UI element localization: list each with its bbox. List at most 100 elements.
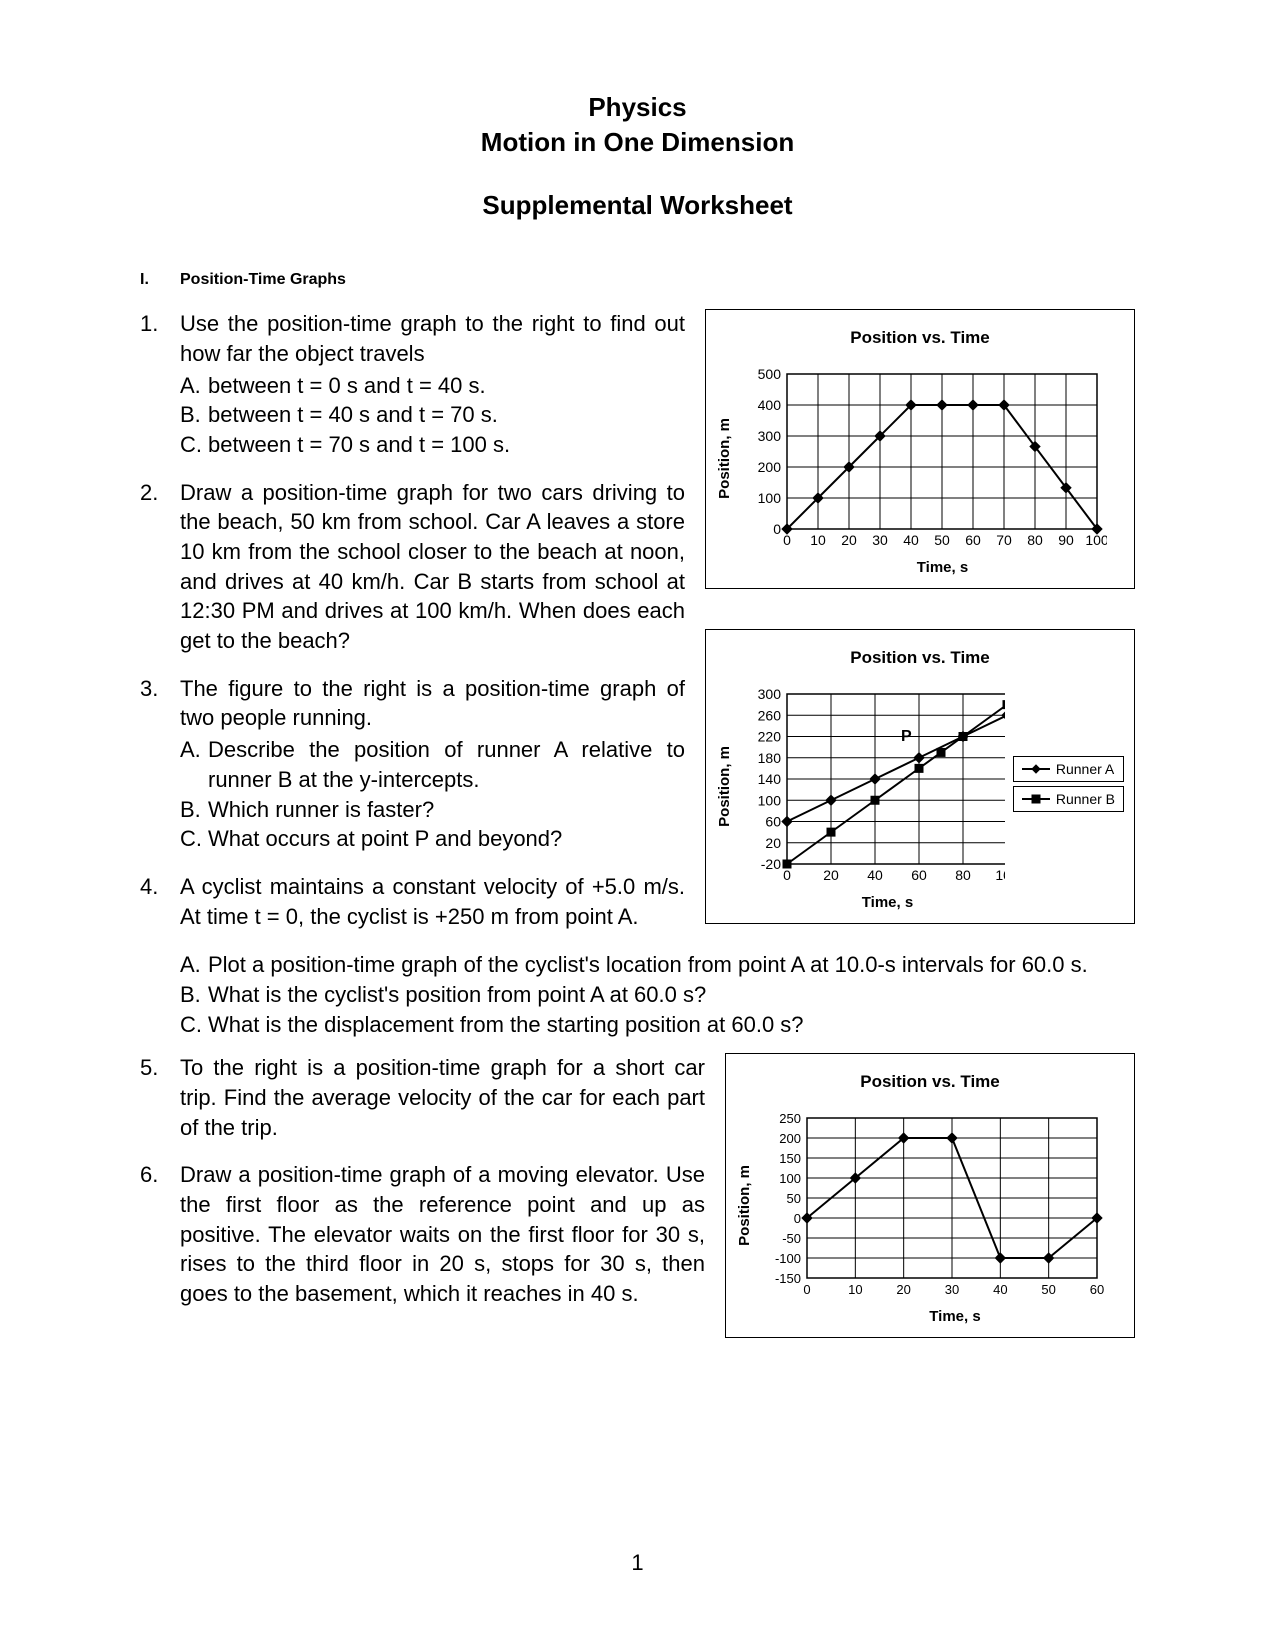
left-column-2: 5. To the right is a position-time graph… xyxy=(140,1053,705,1378)
svg-text:40: 40 xyxy=(867,867,883,883)
svg-text:-150: -150 xyxy=(775,1271,801,1286)
sub-text: Plot a position-time graph of the cyclis… xyxy=(208,950,1135,980)
svg-text:20: 20 xyxy=(765,835,781,851)
problem-6: 6. Draw a position-time graph of a movin… xyxy=(140,1160,705,1308)
chart-1-svg: 01020304050607080901000100200300400500 xyxy=(739,366,1107,551)
sub-letter: B. xyxy=(180,400,208,430)
svg-text:400: 400 xyxy=(758,397,782,413)
sub-letter: C. xyxy=(180,430,208,460)
doc-subtitle: Supplemental Worksheet xyxy=(140,190,1135,221)
sub-text: What is the displacement from the starti… xyxy=(208,1010,1135,1040)
problem-text: Use the position-time graph to the right… xyxy=(180,311,685,366)
chart-area: Position, m 0102030405060-150-100-500501… xyxy=(736,1110,1124,1300)
svg-text:50: 50 xyxy=(1041,1282,1055,1297)
problem-3: 3. The figure to the right is a position… xyxy=(140,674,685,854)
content-row: 1. Use the position-time graph to the ri… xyxy=(140,309,1135,964)
chart-title: Position vs. Time xyxy=(736,1072,1124,1092)
sub-item: A.Plot a position-time graph of the cycl… xyxy=(180,950,1135,980)
right-column: Position vs. Time Position, m 0102030405… xyxy=(705,309,1135,964)
chart-1-box: Position vs. Time Position, m 0102030405… xyxy=(705,309,1135,589)
problem-number: 6. xyxy=(140,1160,180,1308)
chart-3-svg: 0102030405060-150-100-50050100150200250 xyxy=(759,1110,1107,1300)
sublist: A.between t = 0 s and t = 40 s. B.betwee… xyxy=(180,371,685,460)
svg-text:20: 20 xyxy=(823,867,839,883)
svg-text:260: 260 xyxy=(758,707,782,723)
sub-item: B.What is the cyclist's position from po… xyxy=(180,980,1135,1010)
svg-text:-20: -20 xyxy=(761,856,781,872)
svg-text:50: 50 xyxy=(787,1191,801,1206)
svg-text:100: 100 xyxy=(758,490,782,506)
page-number: 1 xyxy=(0,1550,1275,1576)
problem-4-full-sublist: A.Plot a position-time graph of the cycl… xyxy=(180,950,1135,1039)
right-column-2: Position vs. Time Position, m 0102030405… xyxy=(725,1053,1135,1378)
legend-item: Runner B xyxy=(1013,786,1124,812)
chart-legend: Runner A Runner B xyxy=(1013,756,1124,816)
svg-text:40: 40 xyxy=(903,532,919,548)
sub-item: B.between t = 40 s and t = 70 s. xyxy=(180,400,685,430)
svg-text:30: 30 xyxy=(872,532,888,548)
problem-body: To the right is a position-time graph fo… xyxy=(180,1053,705,1142)
chart-title: Position vs. Time xyxy=(716,328,1124,348)
svg-text:20: 20 xyxy=(841,532,857,548)
svg-text:100: 100 xyxy=(995,867,1005,883)
problem-number: 4. xyxy=(140,872,180,931)
y-axis-label: Position, m xyxy=(716,746,733,827)
problem-number: 1. xyxy=(140,309,180,459)
svg-text:60: 60 xyxy=(1090,1282,1104,1297)
problem-list-2: 5. To the right is a position-time graph… xyxy=(140,1053,705,1309)
svg-text:250: 250 xyxy=(779,1111,801,1126)
sub-text: What occurs at point P and beyond? xyxy=(208,824,685,854)
page: Physics Motion in One Dimension Suppleme… xyxy=(0,0,1275,1651)
svg-text:300: 300 xyxy=(758,428,782,444)
svg-text:30: 30 xyxy=(945,1282,959,1297)
sub-text: between t = 70 s and t = 100 s. xyxy=(208,430,685,460)
chart-title: Position vs. Time xyxy=(716,648,1124,668)
svg-text:0: 0 xyxy=(773,521,781,537)
sub-item: C.between t = 70 s and t = 100 s. xyxy=(180,430,685,460)
problem-body: Draw a position-time graph for two cars … xyxy=(180,478,685,656)
svg-text:40: 40 xyxy=(993,1282,1007,1297)
problem-text: Draw a position-time graph of a moving e… xyxy=(180,1162,705,1306)
section-roman: I. xyxy=(140,271,180,289)
problem-number: 5. xyxy=(140,1053,180,1142)
x-axis-label: Time, s xyxy=(716,894,1124,911)
sub-text: What is the cyclist's position from poin… xyxy=(208,980,1135,1010)
problem-number: 3. xyxy=(140,674,180,854)
chart-3-box: Position vs. Time Position, m 0102030405… xyxy=(725,1053,1135,1338)
svg-text:0: 0 xyxy=(794,1211,801,1226)
svg-text:200: 200 xyxy=(779,1131,801,1146)
svg-text:100: 100 xyxy=(1085,532,1107,548)
svg-text:60: 60 xyxy=(765,814,781,830)
content-row-2: 5. To the right is a position-time graph… xyxy=(140,1053,1135,1378)
x-axis-label: Time, s xyxy=(736,1308,1124,1325)
sub-item: B.Which runner is faster? xyxy=(180,795,685,825)
sub-text: Which runner is faster? xyxy=(208,795,685,825)
problem-body: A cyclist maintains a constant velocity … xyxy=(180,872,685,931)
problem-5: 5. To the right is a position-time graph… xyxy=(140,1053,705,1142)
doc-title: Physics Motion in One Dimension xyxy=(140,90,1135,160)
svg-text:-50: -50 xyxy=(782,1231,801,1246)
left-column: 1. Use the position-time graph to the ri… xyxy=(140,309,685,964)
sub-letter: C. xyxy=(180,1010,208,1040)
sub-letter: A. xyxy=(180,371,208,401)
svg-text:-100: -100 xyxy=(775,1251,801,1266)
sub-letter: B. xyxy=(180,980,208,1010)
svg-text:80: 80 xyxy=(1027,532,1043,548)
problem-body: The figure to the right is a position-ti… xyxy=(180,674,685,854)
legend-label: Runner A xyxy=(1056,761,1114,777)
sub-item: A.between t = 0 s and t = 40 s. xyxy=(180,371,685,401)
legend-item: Runner A xyxy=(1013,756,1124,782)
svg-text:90: 90 xyxy=(1058,532,1074,548)
svg-text:60: 60 xyxy=(965,532,981,548)
sub-letter: C. xyxy=(180,824,208,854)
svg-text:140: 140 xyxy=(758,771,782,787)
sub-item: A.Describe the position of runner A rela… xyxy=(180,735,685,794)
chart-2-box: Position vs. Time Position, m 0204060801… xyxy=(705,629,1135,924)
svg-text:80: 80 xyxy=(955,867,971,883)
problem-list: 1. Use the position-time graph to the ri… xyxy=(140,309,685,931)
svg-text:10: 10 xyxy=(810,532,826,548)
title-line2: Motion in One Dimension xyxy=(140,125,1135,160)
sub-letter: B. xyxy=(180,795,208,825)
problem-text: Draw a position-time graph for two cars … xyxy=(180,480,685,653)
sub-item: C.What occurs at point P and beyond? xyxy=(180,824,685,854)
